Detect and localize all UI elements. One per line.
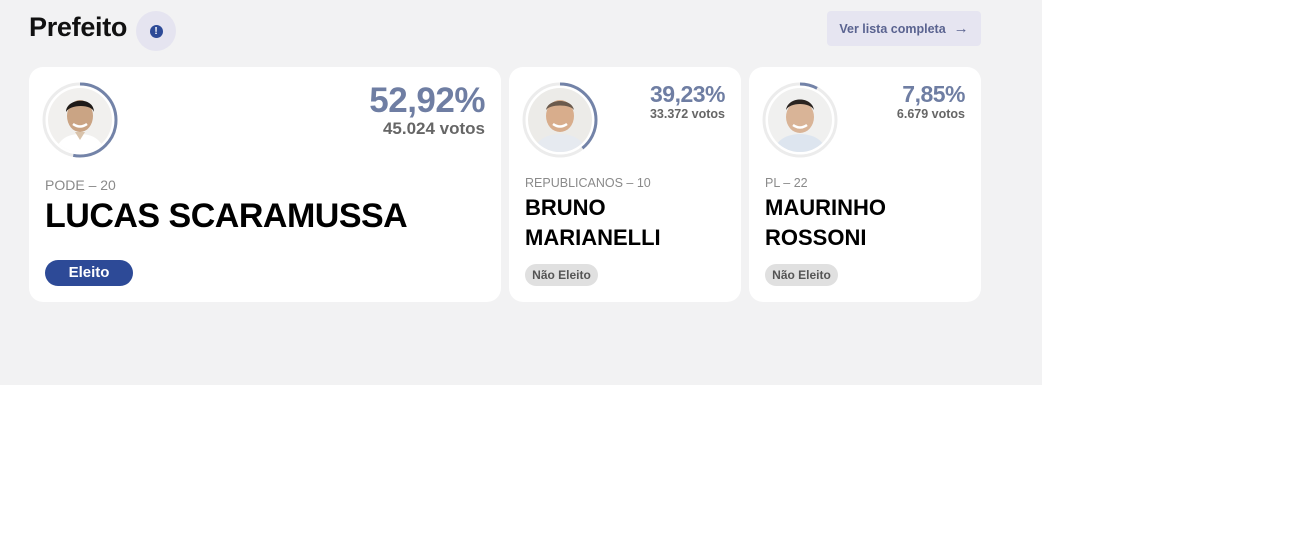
arrow-right-icon: → [953, 20, 969, 37]
candidate-photo [528, 88, 592, 152]
vote-percentage: 39,23% [649, 81, 726, 107]
candidate-avatar [762, 82, 838, 158]
results-panel: Prefeito ! Ver lista completa → [0, 0, 1042, 385]
vote-percentage: 7,85% [902, 81, 965, 107]
status-badge: Não Eleito [765, 264, 838, 286]
party-number: REPUBLICANOS – 10 [525, 176, 651, 190]
candidate-avatar [522, 82, 598, 158]
vote-share-ring [522, 82, 598, 158]
vote-count: 33.372 votos [649, 107, 725, 121]
section-title: Prefeito [29, 12, 128, 42]
candidate-photo [48, 88, 112, 152]
info-icon: ! [149, 24, 163, 38]
vote-count: 6.679 votos [896, 107, 965, 121]
candidate-card-2[interactable]: 39,23% 33.372 votos REPUBLICANOS – 10 BR… [509, 67, 741, 302]
vote-percentage: 52,92% [369, 81, 485, 120]
info-button[interactable]: ! [136, 11, 176, 51]
candidate-card-3[interactable]: 7,85% 6.679 votos PL – 22 MAURINHO ROSSO… [749, 67, 981, 302]
party-number: PL – 22 [765, 176, 808, 190]
status-badge: Eleito [45, 260, 133, 286]
candidate-card-1[interactable]: 52,92% 45.024 votos PODE – 20 LUCAS SCAR… [29, 67, 501, 302]
section-header: Prefeito ! Ver lista completa → [29, 10, 981, 51]
status-badge: Não Eleito [525, 264, 598, 286]
candidate-name: BRUNO MARIANELLI [525, 195, 661, 250]
candidate-photo [768, 88, 832, 152]
candidate-name: MAURINHO ROSSONI [765, 195, 886, 250]
vote-share-ring [42, 82, 118, 158]
candidate-avatar [42, 82, 118, 158]
full-list-button[interactable]: Ver lista completa → [827, 11, 981, 46]
full-list-label: Ver lista completa [839, 21, 946, 36]
party-number: PODE – 20 [45, 177, 116, 193]
candidate-name: LUCAS SCARAMUSSA [45, 197, 408, 235]
vote-share-ring [762, 82, 838, 158]
vote-count: 45.024 votos [382, 119, 485, 138]
